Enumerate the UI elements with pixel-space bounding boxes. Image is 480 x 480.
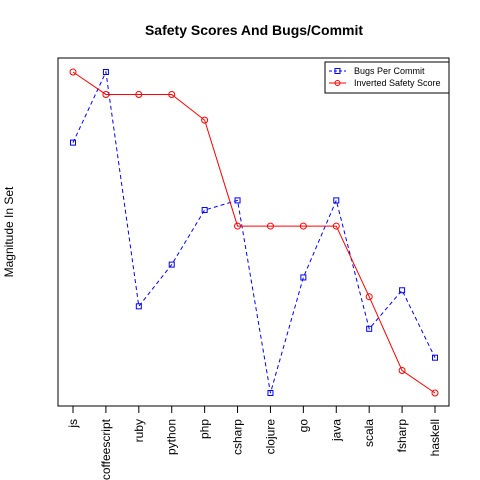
point-0-js [70, 139, 76, 146]
legend-marker-1 [334, 80, 341, 86]
point-0-csharp [234, 197, 241, 204]
x-tick-label-java: java [329, 419, 343, 442]
x-tick-label-ruby: ruby [132, 419, 146, 442]
x-tick-label-coffeescript: coffeescript [99, 418, 113, 480]
series-0 [70, 69, 438, 396]
point-1-php [201, 116, 209, 124]
x-tick-label-php: php [198, 419, 212, 439]
series-line-0 [72, 70, 436, 394]
point-1-ruby [135, 90, 143, 98]
point-1-coffeescript [102, 90, 110, 98]
x-tick-label-scala: scala [362, 419, 376, 447]
legend-label-1: Inverted Safety Score [354, 78, 441, 88]
point-0-fsharp [399, 287, 406, 294]
point-1-js [69, 68, 77, 76]
series-1 [69, 68, 439, 397]
point-1-java [332, 222, 340, 230]
point-1-haskell [431, 389, 439, 397]
x-tick-label-csharp: csharp [231, 419, 245, 455]
point-0-python [168, 261, 175, 268]
point-0-coffeescript [102, 69, 109, 75]
point-0-clojure [267, 390, 274, 396]
x-tick-label-go: go [296, 419, 310, 433]
legend: Bugs Per Commit Inverted Safety Score [324, 61, 450, 94]
legend-marker-0 [334, 68, 341, 74]
series-line-1 [72, 71, 436, 394]
x-tick-label-python: python [165, 419, 179, 455]
legend-box [324, 61, 450, 94]
plot-frame [57, 57, 450, 407]
legend-label-0: Bugs Per Commit [354, 66, 425, 76]
point-1-clojure [266, 222, 274, 230]
y-axis-label: Magnitude In Set [2, 186, 16, 277]
chart-title: Safety Scores And Bugs/Commit [145, 22, 363, 38]
point-1-fsharp [398, 367, 406, 375]
point-1-go [299, 222, 307, 230]
point-1-scala [365, 293, 373, 301]
x-tick-label-fsharp: fsharp [395, 419, 409, 453]
point-1-csharp [234, 222, 242, 230]
point-0-go [300, 274, 307, 281]
x-tick-label-clojure: clojure [263, 419, 277, 455]
point-1-python [168, 90, 176, 98]
point-0-ruby [135, 303, 142, 310]
point-0-haskell [432, 354, 438, 361]
point-0-php [201, 207, 208, 214]
x-tick-label-js: js [66, 419, 80, 429]
point-0-scala [366, 325, 373, 332]
x-tick-label-haskell: haskell [428, 419, 442, 456]
point-0-java [333, 197, 340, 204]
